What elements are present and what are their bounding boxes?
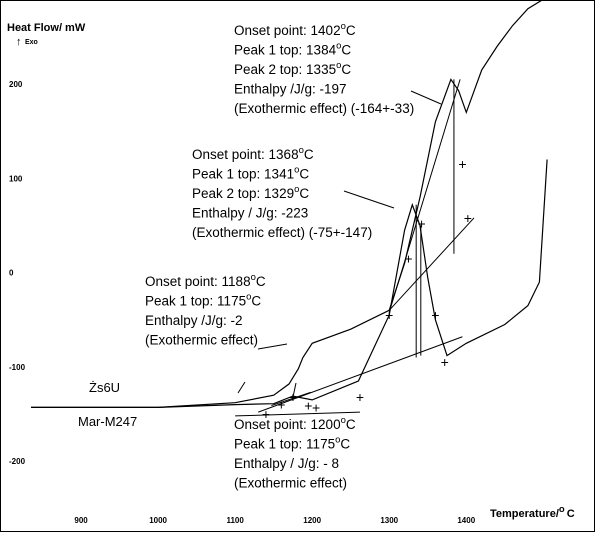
x-tick-labels: 900 1000 1100 1200 1300 1400 — [74, 516, 475, 525]
annotations: Onset point: 1402oC Peak 1 top: 1384oC Pea… — [145, 21, 414, 491]
baseline-line — [388, 217, 475, 311]
leader-line — [343, 190, 395, 209]
x-axis-label: Temperature/o C — [490, 504, 575, 520]
marker-cross: + — [289, 389, 297, 405]
y-axis-title: Heat Flow/ mW — [7, 22, 86, 34]
annotation-line: Enthalpy / J/g: -223 — [192, 206, 308, 221]
y-tick-label: 100 — [9, 174, 23, 183]
annotation-line: (Exothermic effect) — [145, 333, 258, 348]
x-tick-label: 900 — [74, 516, 88, 525]
marker-cross: + — [262, 406, 270, 422]
annotation-line: Peak 1 top: 1175oC — [234, 435, 350, 452]
annotation-line: Enthalpy /J/g: -197 — [234, 82, 347, 97]
series-line — [31, 159, 548, 408]
leader-lines — [237, 90, 442, 398]
y-tick-labels: 200 100 0 -100 -200 — [9, 80, 26, 466]
leader-line — [410, 90, 442, 105]
annotation-line: Onset point: 1188oC — [145, 272, 266, 289]
annotation-line: Peak 2 top: 1335oC — [234, 60, 351, 77]
series-label: Żs6U — [89, 380, 120, 395]
x-tick-label: 1400 — [457, 516, 475, 525]
x-tick-label: 1000 — [149, 516, 167, 525]
x-tick-label: 1200 — [303, 516, 321, 525]
leader-line — [292, 382, 297, 398]
exo-label: Exo — [25, 39, 38, 46]
baseline-line — [235, 411, 360, 417]
series-label: Mar-M247 — [78, 414, 137, 429]
x-tick-label: 1100 — [226, 516, 244, 525]
marker-cross: + — [417, 216, 425, 232]
baselines-and-markers: ++ ++ +++++++++ — [235, 79, 475, 422]
annotation-line: Peak 1 top: 1341oC — [192, 165, 309, 182]
marker-cross: + — [464, 210, 472, 226]
exo-arrow-icon: ↑ — [16, 36, 22, 48]
marker-cross: + — [431, 307, 439, 323]
marker-cross: + — [356, 389, 364, 405]
annotation-line: Peak 1 top: 1384oC — [234, 41, 351, 58]
annotation-line: Peak 1 top: 1175oC — [145, 292, 261, 309]
x-tick-label: 1300 — [380, 516, 398, 525]
baseline-line — [271, 391, 311, 407]
marker-cross: + — [404, 251, 412, 267]
baseline-line — [258, 336, 463, 413]
annotation-line: (Exothermic effect) — [234, 476, 347, 491]
marker-cross: + — [441, 354, 449, 370]
annotation-line: Onset point: 1402oC — [234, 21, 356, 38]
series-line — [31, 0, 544, 408]
annotation-line: Onset point: 1200oC — [234, 415, 356, 432]
marker-cross: + — [312, 399, 320, 415]
annotation-line: Onset point: 1368oC — [192, 145, 314, 162]
x-axis-title: Temperature/o C — [490, 504, 575, 520]
annotation-line: Enthalpy / J/g: - 8 — [234, 456, 339, 471]
annotation-line: Enthalpy /J/g: -2 — [145, 313, 243, 328]
marker-cross: + — [304, 398, 312, 414]
series-labels: Żs6U Mar-M247 — [78, 380, 137, 429]
y-tick-label: -200 — [9, 457, 26, 466]
y-tick-label: -100 — [9, 363, 26, 372]
y-tick-label: 200 — [9, 80, 23, 89]
marker-cross: + — [458, 156, 466, 172]
series-lines — [31, 0, 548, 408]
marker-cross: + — [277, 397, 285, 413]
annotation-line: (Exothermic effect) (-75+-147) — [192, 225, 372, 240]
leader-line — [237, 381, 246, 394]
annotation-line: Peak 2 top: 1329oC — [192, 184, 309, 201]
leader-line — [257, 343, 288, 350]
annotation-line: (Exothermic effect) (-164+-33) — [234, 101, 414, 116]
y-tick-label: 0 — [9, 269, 14, 278]
y-axis-label: Heat Flow/ mW ↑ Exo — [7, 22, 86, 48]
